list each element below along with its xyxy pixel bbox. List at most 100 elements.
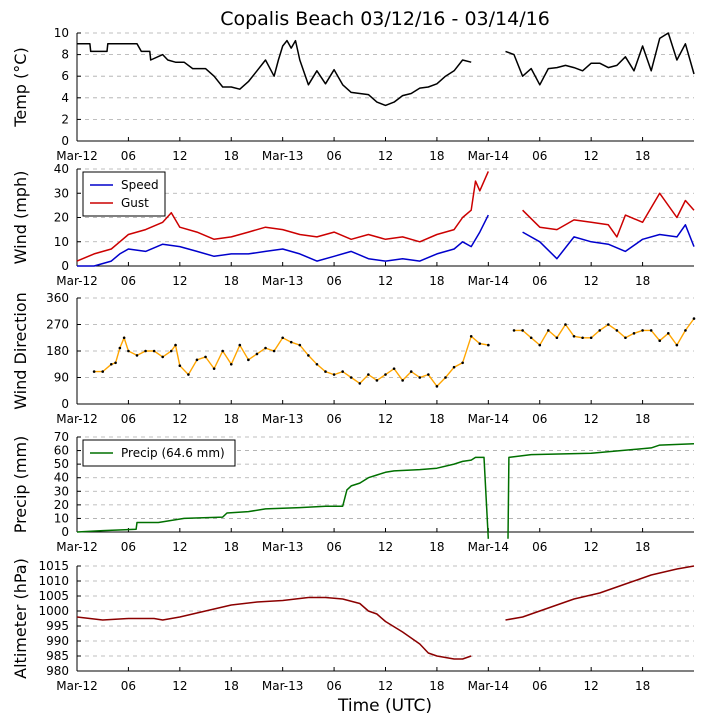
x-tick-label: Mar-12 xyxy=(56,149,97,163)
data-point xyxy=(555,336,559,340)
y-tick-label: 980 xyxy=(46,664,69,678)
y-tick-label: 0 xyxy=(61,134,69,148)
y-axis-label: Wind Direction xyxy=(11,292,30,410)
y-tick-label: 6 xyxy=(61,69,69,83)
data-point xyxy=(409,370,413,373)
x-tick-label: 12 xyxy=(172,679,187,693)
data-point xyxy=(435,385,439,388)
data-point xyxy=(598,329,602,332)
x-tick-label: 06 xyxy=(532,540,547,554)
series-line-wind-direction xyxy=(94,318,695,388)
x-tick-label: 06 xyxy=(326,540,341,554)
x-tick-label: 12 xyxy=(172,274,187,288)
y-tick-label: 20 xyxy=(54,211,69,225)
x-tick-label: Mar-13 xyxy=(262,679,303,693)
data-point xyxy=(169,349,173,353)
x-tick-label: 18 xyxy=(429,274,444,288)
data-point xyxy=(692,317,696,320)
data-point xyxy=(144,349,147,353)
x-tick-label: 18 xyxy=(224,274,239,288)
x-tick-label: 06 xyxy=(326,412,341,426)
data-point xyxy=(174,343,177,347)
panel-3: 0 90 180 270 360 Mar-12 06 12 18 Mar-13 06 12 18 Mar-… xyxy=(11,291,696,426)
data-point xyxy=(114,361,117,365)
y-tick-label: 1010 xyxy=(38,574,69,588)
y-axis-label: Temp (°C) xyxy=(11,47,30,127)
x-tick-label: 18 xyxy=(635,149,650,163)
y-axis-label: Wind (mph) xyxy=(11,171,30,265)
y-tick-label: 8 xyxy=(61,48,69,62)
y-tick-label: 30 xyxy=(54,484,69,498)
y-tick-label: 40 xyxy=(54,471,69,485)
y-tick-label: 990 xyxy=(46,634,69,648)
data-point xyxy=(529,336,533,340)
y-tick-label: 1005 xyxy=(38,589,69,603)
series-line-altimeter xyxy=(76,565,695,660)
x-tick-label: 12 xyxy=(172,149,187,163)
x-tick-label: Mar-13 xyxy=(262,274,303,288)
data-point xyxy=(358,382,362,385)
data-point xyxy=(487,343,490,347)
x-tick-label: 18 xyxy=(635,540,650,554)
data-point xyxy=(272,349,276,353)
data-point xyxy=(264,346,267,350)
y-tick-label: 50 xyxy=(54,457,69,471)
data-point xyxy=(127,349,130,353)
y-tick-label: 4 xyxy=(61,91,69,105)
data-point xyxy=(247,358,250,362)
y-tick-label: 10 xyxy=(54,235,69,249)
x-axis-label: Time (UTC) xyxy=(337,696,432,716)
y-tick-label: 10 xyxy=(54,26,69,40)
x-tick-label: 06 xyxy=(532,149,547,163)
panel-2: 0 10 20 30 40 Mar-12 06 12 18 Mar-13 06 12 18 Mar-14 0… xyxy=(11,162,695,288)
x-tick-label: 12 xyxy=(584,412,599,426)
y-tick-label: 20 xyxy=(54,498,69,512)
data-point xyxy=(109,362,113,366)
panel-1: 0 2 4 6 8 10 Mar-12 06 12 18 Mar-13 06 12 18 Mar-14 06 1… xyxy=(11,26,695,163)
data-point xyxy=(118,346,122,350)
y-tick-label: 70 xyxy=(54,430,69,444)
x-tick-label: 12 xyxy=(584,679,599,693)
data-point xyxy=(187,373,190,376)
data-point xyxy=(521,329,524,332)
data-point xyxy=(418,376,422,379)
x-tick-label: Mar-12 xyxy=(56,540,97,554)
x-tick-label: 12 xyxy=(584,540,599,554)
y-axis-label: Altimeter (hPa) xyxy=(11,558,30,679)
x-tick-label: 18 xyxy=(635,412,650,426)
data-point xyxy=(384,373,387,376)
data-point xyxy=(135,354,139,357)
data-point xyxy=(641,329,644,332)
y-tick-label: 60 xyxy=(54,444,69,458)
y-tick-label: 2 xyxy=(61,112,69,126)
data-point xyxy=(512,329,516,332)
series-line-gust xyxy=(76,171,695,262)
y-tick-label: 180 xyxy=(46,344,69,358)
y-tick-label: 40 xyxy=(54,162,69,176)
data-point xyxy=(341,370,344,373)
x-tick-label: 18 xyxy=(635,679,650,693)
x-tick-label: 06 xyxy=(532,274,547,288)
x-tick-label: 12 xyxy=(584,149,599,163)
data-point xyxy=(221,349,224,353)
y-tick-label: 985 xyxy=(46,649,69,663)
x-tick-label: 18 xyxy=(224,412,239,426)
y-axis-label: Precip (mm) xyxy=(11,436,30,534)
x-tick-label: 12 xyxy=(378,149,393,163)
x-tick-label: 06 xyxy=(121,412,136,426)
x-tick-label: 12 xyxy=(378,274,393,288)
x-tick-label: Mar-12 xyxy=(56,412,97,426)
x-tick-label: Mar-12 xyxy=(56,679,97,693)
data-point xyxy=(212,367,216,370)
series-line-speed xyxy=(77,214,695,267)
x-tick-label: 06 xyxy=(532,679,547,693)
data-point xyxy=(624,336,627,340)
x-tick-label: 06 xyxy=(326,679,341,693)
y-tick-label: 1000 xyxy=(38,604,69,618)
data-point xyxy=(204,355,207,359)
data-point xyxy=(92,370,96,373)
legend-label: Gust xyxy=(121,196,149,210)
x-tick-label: 06 xyxy=(121,679,136,693)
data-point xyxy=(572,334,576,338)
